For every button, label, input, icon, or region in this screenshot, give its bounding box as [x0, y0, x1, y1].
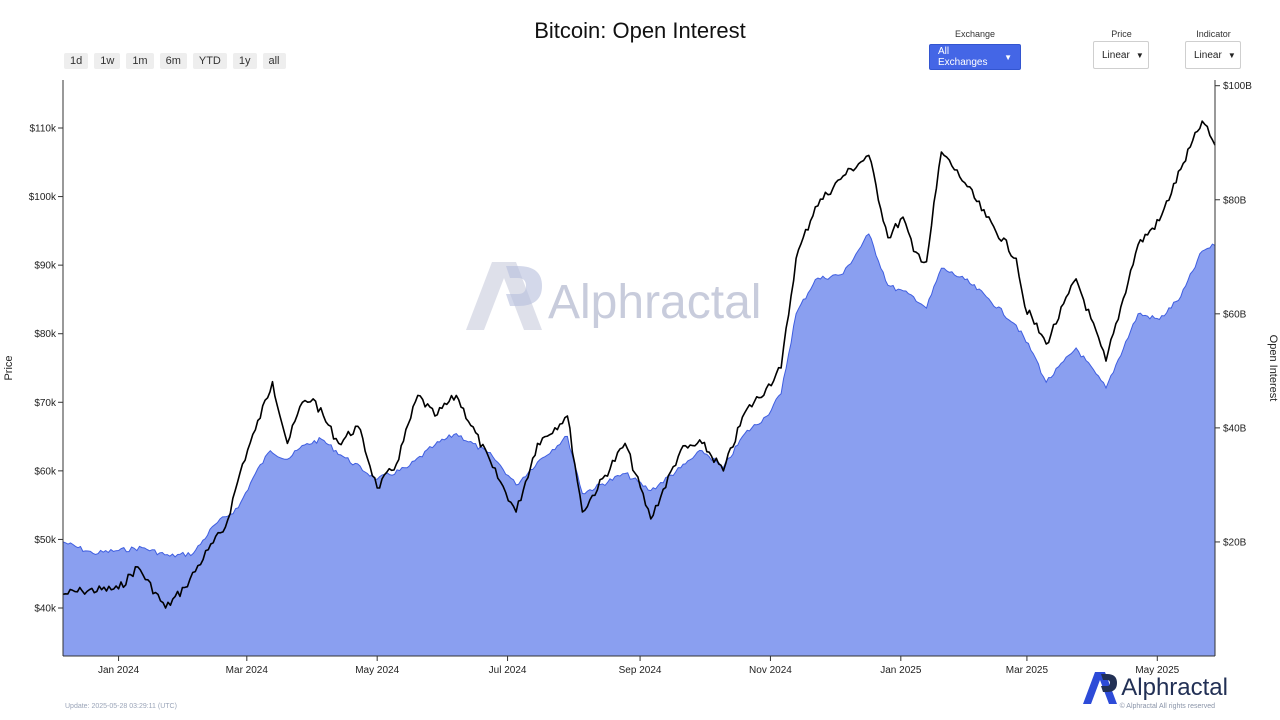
x-axis-tick-label: May 2024: [355, 665, 399, 676]
price-scale-value: Linear: [1102, 49, 1130, 61]
x-axis-tick-label: Jul 2024: [489, 665, 527, 676]
range-button-all[interactable]: all: [262, 53, 286, 69]
left-axis-tick-label: $40k: [34, 604, 57, 615]
x-axis-tick-label: Jan 2024: [98, 665, 140, 676]
left-axis-tick-label: $80k: [34, 329, 57, 340]
left-axis-tick-label: $60k: [34, 466, 57, 477]
range-button-1d[interactable]: 1d: [64, 53, 89, 69]
x-axis-tick-label: Mar 2024: [226, 665, 269, 676]
right-axis-tick-label: $100B: [1223, 81, 1252, 92]
price-scale-label: Price: [1111, 29, 1132, 39]
x-axis-tick-label: Mar 2025: [1006, 665, 1049, 676]
open-interest-area-edge: [62, 233, 1216, 558]
x-axis-tick-label: Nov 2024: [749, 665, 792, 676]
price-scale-select[interactable]: Linear ▼: [1093, 41, 1149, 69]
watermark-text: Alphractal: [548, 276, 761, 329]
right-axis-tick-label: $20B: [1223, 537, 1247, 548]
range-button-1y[interactable]: 1y: [232, 53, 257, 69]
alphractal-logo-icon: [1083, 672, 1118, 704]
copyright-text: © Alphractal All rights reserved: [1119, 703, 1215, 710]
price-line: [62, 120, 1216, 609]
range-button-1m[interactable]: 1m: [126, 53, 154, 69]
x-axis-tick-label: Jan 2025: [880, 665, 922, 676]
x-axis-tick-label: May 2025: [1135, 665, 1179, 676]
indicator-scale-value: Linear: [1194, 49, 1222, 61]
right-axis-tick-label: $80B: [1223, 195, 1247, 206]
page-title: Bitcoin: Open Interest: [534, 18, 746, 43]
x-axis-tick-label: Sep 2024: [619, 665, 662, 676]
right-axis-tick-label: $40B: [1223, 423, 1247, 434]
indicator-scale-label: Indicator: [1196, 29, 1231, 39]
watermark: Alphractal: [466, 262, 761, 330]
left-axis-tick-label: $70k: [34, 398, 57, 409]
exchange-select[interactable]: All Exchanges ▼: [929, 44, 1021, 70]
range-selector: 1d 1w 1m 6m YTD 1y all: [64, 53, 286, 69]
left-axis-tick-label: $100k: [29, 192, 57, 203]
left-axis-tick-label: $90k: [34, 261, 57, 272]
chevron-down-icon: ▼: [1135, 50, 1144, 60]
exchange-select-value: All Exchanges: [938, 46, 988, 68]
left-axis-tick-label: $50k: [34, 535, 57, 546]
exchange-label: Exchange: [954, 29, 996, 39]
right-axis-tick-label: $60B: [1223, 309, 1247, 320]
brand-logo-text: Alphractal: [1121, 674, 1228, 701]
open-interest-area: [63, 234, 1215, 656]
brand-logo: Alphractal: [1083, 672, 1228, 704]
left-axis-tick-label: $110k: [29, 124, 57, 135]
range-button-ytd[interactable]: YTD: [192, 53, 227, 69]
chevron-down-icon: ▼: [1227, 50, 1236, 60]
left-axis-label: Price: [3, 355, 15, 380]
range-button-1w[interactable]: 1w: [94, 53, 121, 69]
range-button-6m[interactable]: 6m: [159, 53, 187, 69]
indicator-scale-select[interactable]: Linear ▼: [1185, 41, 1241, 69]
update-timestamp: Update: 2025-05-28 03:29:11 (UTC): [65, 703, 177, 710]
right-axis-label: Open Interest: [1267, 335, 1279, 402]
watermark-logo-icon: [466, 262, 542, 330]
chevron-down-icon: ▼: [1004, 52, 1012, 62]
